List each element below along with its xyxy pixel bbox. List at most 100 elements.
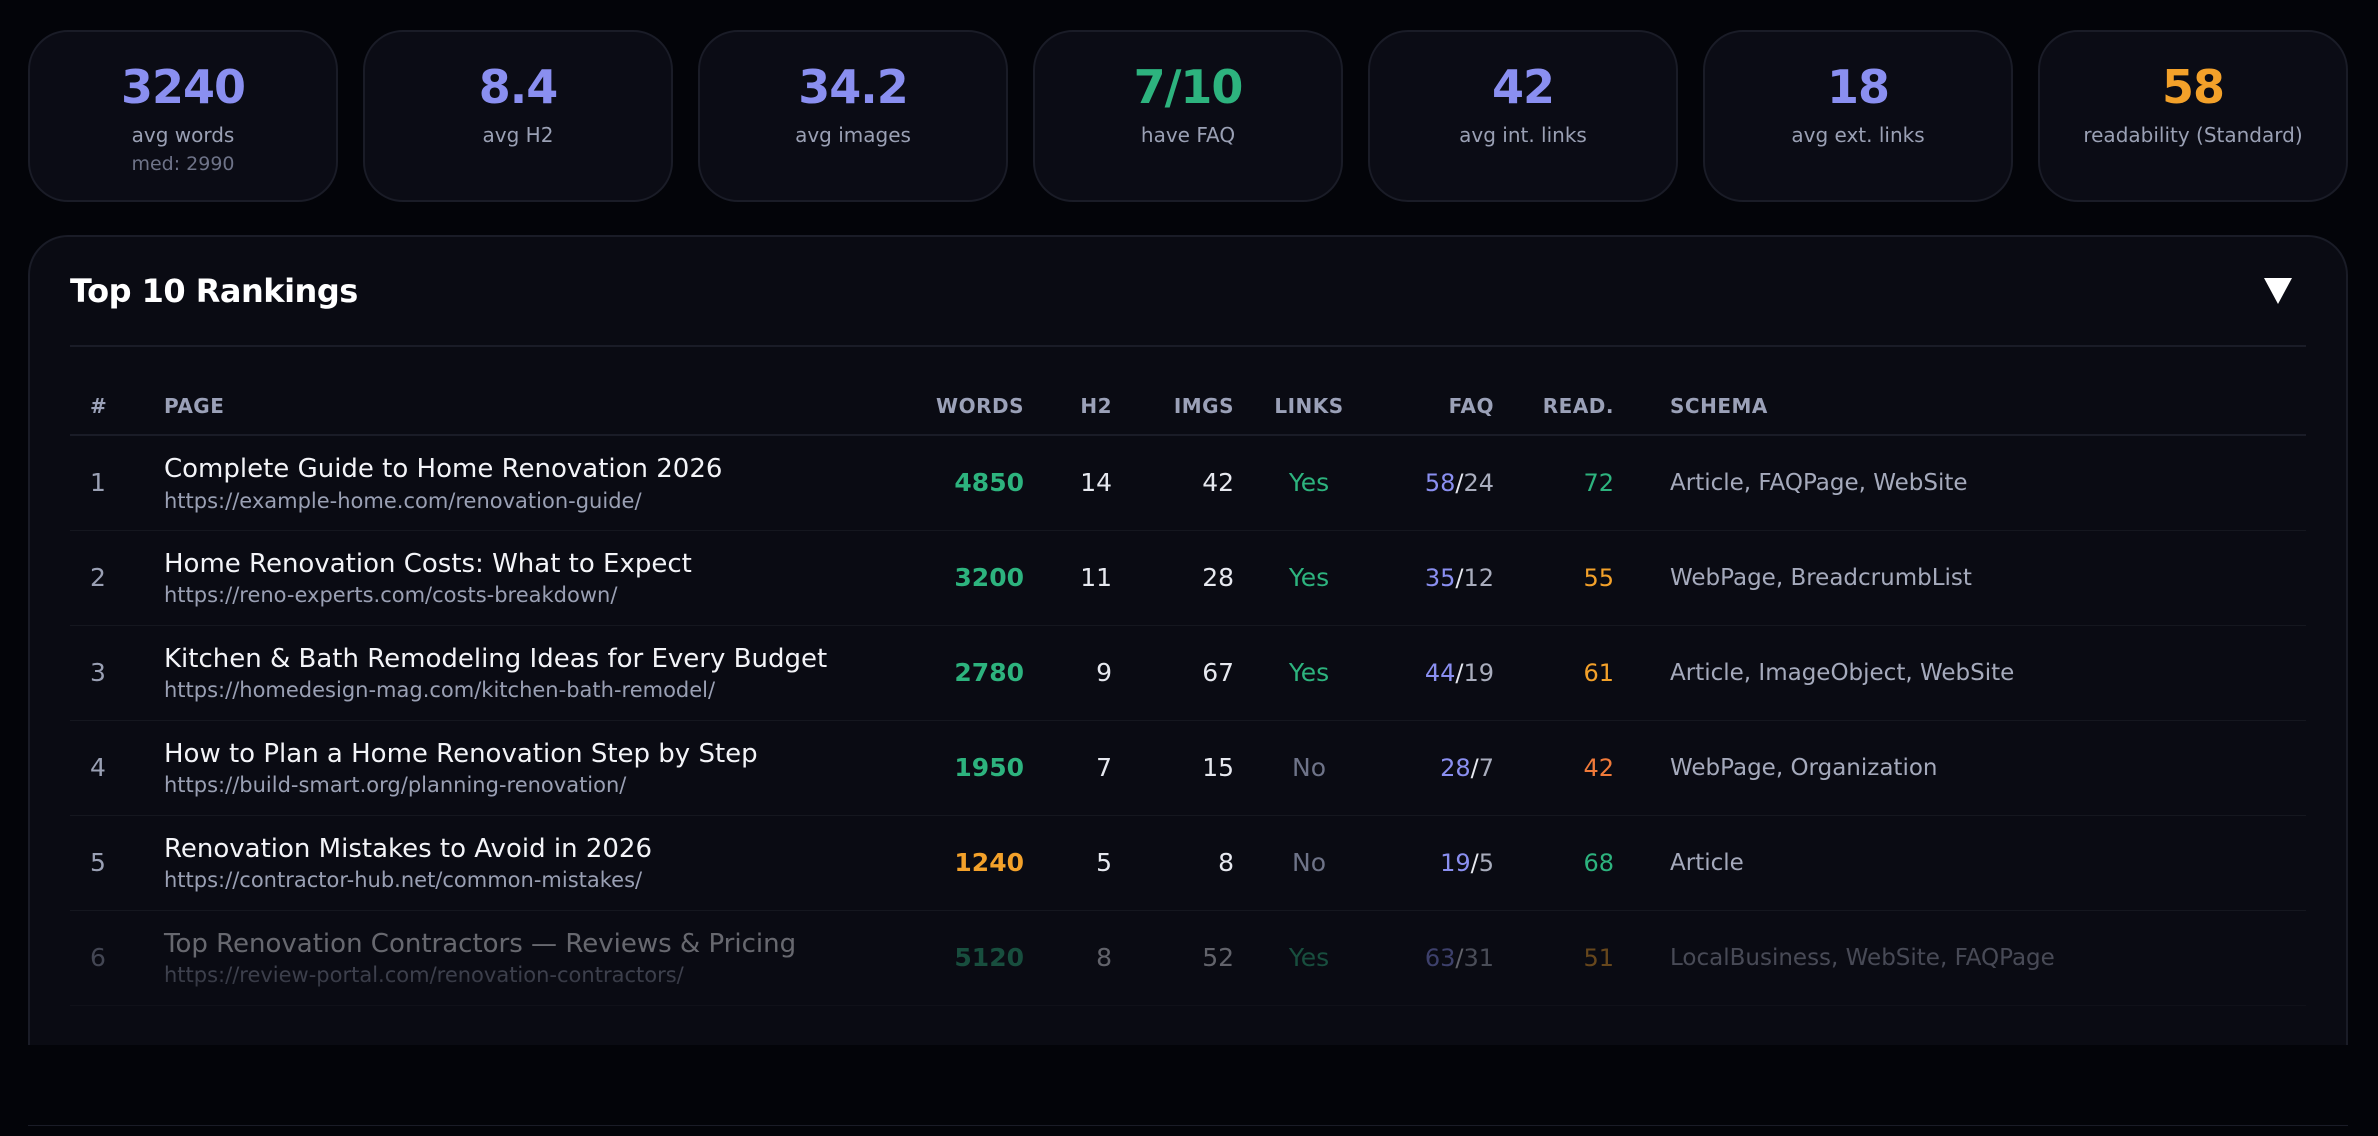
- read-cell: 51: [1494, 910, 1614, 1006]
- faq-secondary: 7: [1478, 753, 1494, 782]
- h2-cell: 9: [1024, 625, 1112, 721]
- schema-cell: LocalBusiness, WebSite, FAQPage: [1614, 910, 2306, 1006]
- faq-cell: 28/7: [1364, 720, 1494, 816]
- page-title-link[interactable]: Home Renovation Costs: What to Expect: [164, 548, 692, 579]
- h2-cell: 5: [1024, 815, 1112, 911]
- stat-label: avg ext. links: [1791, 122, 1925, 147]
- words-cell: 1240: [904, 815, 1024, 911]
- rank-cell: 6: [70, 910, 164, 1006]
- page-cell: How to Plan a Home Renovation Step by St…: [164, 720, 904, 816]
- imgs-cell: 42: [1112, 435, 1234, 531]
- words-cell: 3200: [904, 530, 1024, 626]
- imgs-cell: 52: [1112, 910, 1234, 1006]
- stat-label: avg images: [795, 122, 911, 147]
- stat-value: 8.4: [478, 60, 558, 114]
- stat-card: 7/10 have FAQ: [1033, 30, 1343, 202]
- schema-cell: Article, FAQPage, WebSite: [1614, 435, 2306, 531]
- page-cell: Top Renovation Contractors — Reviews & P…: [164, 910, 904, 1006]
- rankings-table: # PAGE WORDS H2 IMGS LINKS FAQ READ. SCH…: [70, 377, 2306, 1006]
- col-rank-header[interactable]: #: [70, 377, 164, 436]
- stat-value: 3240: [120, 60, 246, 114]
- links-cell: Yes: [1234, 435, 1364, 531]
- page-cell: Complete Guide to Home Renovation 2026 ht…: [164, 435, 904, 531]
- stat-card: 3240 avg words med: 2990: [28, 30, 338, 202]
- page-cell: Kitchen & Bath Remodeling Ideas for Ever…: [164, 625, 904, 721]
- h2-cell: 8: [1024, 910, 1112, 1006]
- col-h2-header[interactable]: H2: [1024, 377, 1112, 436]
- page-url-link[interactable]: https://contractor-hub.net/common-mistak…: [164, 868, 643, 893]
- col-schema-header[interactable]: SCHEMA: [1614, 377, 2306, 436]
- faq-secondary: 24: [1463, 468, 1494, 497]
- rankings-header[interactable]: Top 10 Rankings: [70, 237, 2306, 347]
- page-title-link[interactable]: Complete Guide to Home Renovation 2026: [164, 453, 723, 484]
- col-links-header[interactable]: LINKS: [1234, 377, 1364, 436]
- stat-value: 34.2: [798, 60, 908, 114]
- page-cell: Home Renovation Costs: What to Expect htt…: [164, 530, 904, 626]
- stat-value: 58: [2161, 60, 2225, 114]
- faq-secondary: 31: [1463, 943, 1494, 972]
- links-cell: Yes: [1234, 910, 1364, 1006]
- rankings-title: Top 10 Rankings: [70, 272, 358, 310]
- faq-secondary: 19: [1463, 658, 1494, 687]
- col-read-header[interactable]: READ.: [1494, 377, 1614, 436]
- rank-cell: 1: [70, 435, 164, 531]
- faq-cell: 19/5: [1364, 815, 1494, 911]
- faq-secondary: 12: [1463, 563, 1494, 592]
- read-cell: 42: [1494, 720, 1614, 816]
- h2-cell: 11: [1024, 530, 1112, 626]
- table-row[interactable]: 5 Renovation Mistakes to Avoid in 2026 htt…: [70, 815, 2306, 911]
- faq-separator: /: [1455, 943, 1464, 972]
- table-row[interactable]: 3 Kitchen & Bath Remodeling Ideas for Eve…: [70, 625, 2306, 721]
- schema-cell: Article: [1614, 815, 2306, 911]
- schema-cell: Article, ImageObject, WebSite: [1614, 625, 2306, 721]
- col-imgs-header[interactable]: IMGS: [1112, 377, 1234, 436]
- words-cell: 2780: [904, 625, 1024, 721]
- faq-cell: 58/24: [1364, 435, 1494, 531]
- page-title-link[interactable]: How to Plan a Home Renovation Step by St…: [164, 738, 758, 769]
- rank-cell: 3: [70, 625, 164, 721]
- page-url-link[interactable]: https://review-portal.com/renovation-con…: [164, 963, 684, 988]
- col-words-header[interactable]: WORDS: [904, 377, 1024, 436]
- read-cell: 68: [1494, 815, 1614, 911]
- table-row[interactable]: 6 Top Renovation Contractors — Reviews & …: [70, 910, 2306, 1006]
- page-title-link[interactable]: Kitchen & Bath Remodeling Ideas for Ever…: [164, 643, 828, 674]
- stat-value: 42: [1491, 60, 1555, 114]
- faq-secondary: 5: [1478, 848, 1494, 877]
- table-row[interactable]: 1 Complete Guide to Home Renovation 2026 h…: [70, 435, 2306, 531]
- faq-primary: 35: [1424, 563, 1456, 592]
- page-url-link[interactable]: https://example-home.com/renovation-guid…: [164, 488, 642, 513]
- stat-value: 7/10: [1133, 60, 1244, 114]
- stat-label: avg words: [131, 122, 235, 147]
- stat-card: 34.2 avg images: [698, 30, 1008, 202]
- page-title-link[interactable]: Renovation Mistakes to Avoid in 2026: [164, 833, 652, 864]
- stat-value: 18: [1826, 60, 1890, 114]
- page-url-link[interactable]: https://build-smart.org/planning-renovat…: [164, 773, 627, 798]
- read-cell: 55: [1494, 530, 1614, 626]
- faq-primary: 44: [1424, 658, 1456, 687]
- faq-cell: 44/19: [1364, 625, 1494, 721]
- words-cell: 5120: [904, 910, 1024, 1006]
- links-cell: No: [1234, 815, 1364, 911]
- table-row[interactable]: 2 Home Renovation Costs: What to Expect ht…: [70, 530, 2306, 626]
- faq-primary: 63: [1424, 943, 1456, 972]
- caret-down-icon[interactable]: [2264, 278, 2292, 304]
- stats-row: 3240 avg words med: 2990 8.4 avg H2 34.2 avg i…: [28, 30, 2348, 202]
- faq-separator: /: [1455, 563, 1464, 592]
- page-url-link[interactable]: https://homedesign-mag.com/kitchen-bath-…: [164, 678, 716, 703]
- faq-cell: 35/12: [1364, 530, 1494, 626]
- page-title-link[interactable]: Top Renovation Contractors — Reviews & P…: [164, 928, 797, 959]
- page-cell: Renovation Mistakes to Avoid in 2026 http…: [164, 815, 904, 911]
- stat-label: avg int. links: [1459, 122, 1587, 147]
- read-cell: 61: [1494, 625, 1614, 721]
- faq-primary: 28: [1440, 753, 1471, 782]
- stat-label: avg H2: [482, 122, 554, 147]
- words-cell: 4850: [904, 435, 1024, 531]
- links-cell: Yes: [1234, 530, 1364, 626]
- page-url-link[interactable]: https://reno-experts.com/costs-breakdown…: [164, 583, 618, 608]
- links-cell: Yes: [1234, 625, 1364, 721]
- col-page-header[interactable]: PAGE: [164, 377, 904, 436]
- col-faq-header[interactable]: FAQ: [1364, 377, 1494, 436]
- table-row[interactable]: 4 How to Plan a Home Renovation Step by S…: [70, 720, 2306, 816]
- stat-sub: med: 2990: [131, 152, 235, 175]
- divider: [28, 1125, 2348, 1126]
